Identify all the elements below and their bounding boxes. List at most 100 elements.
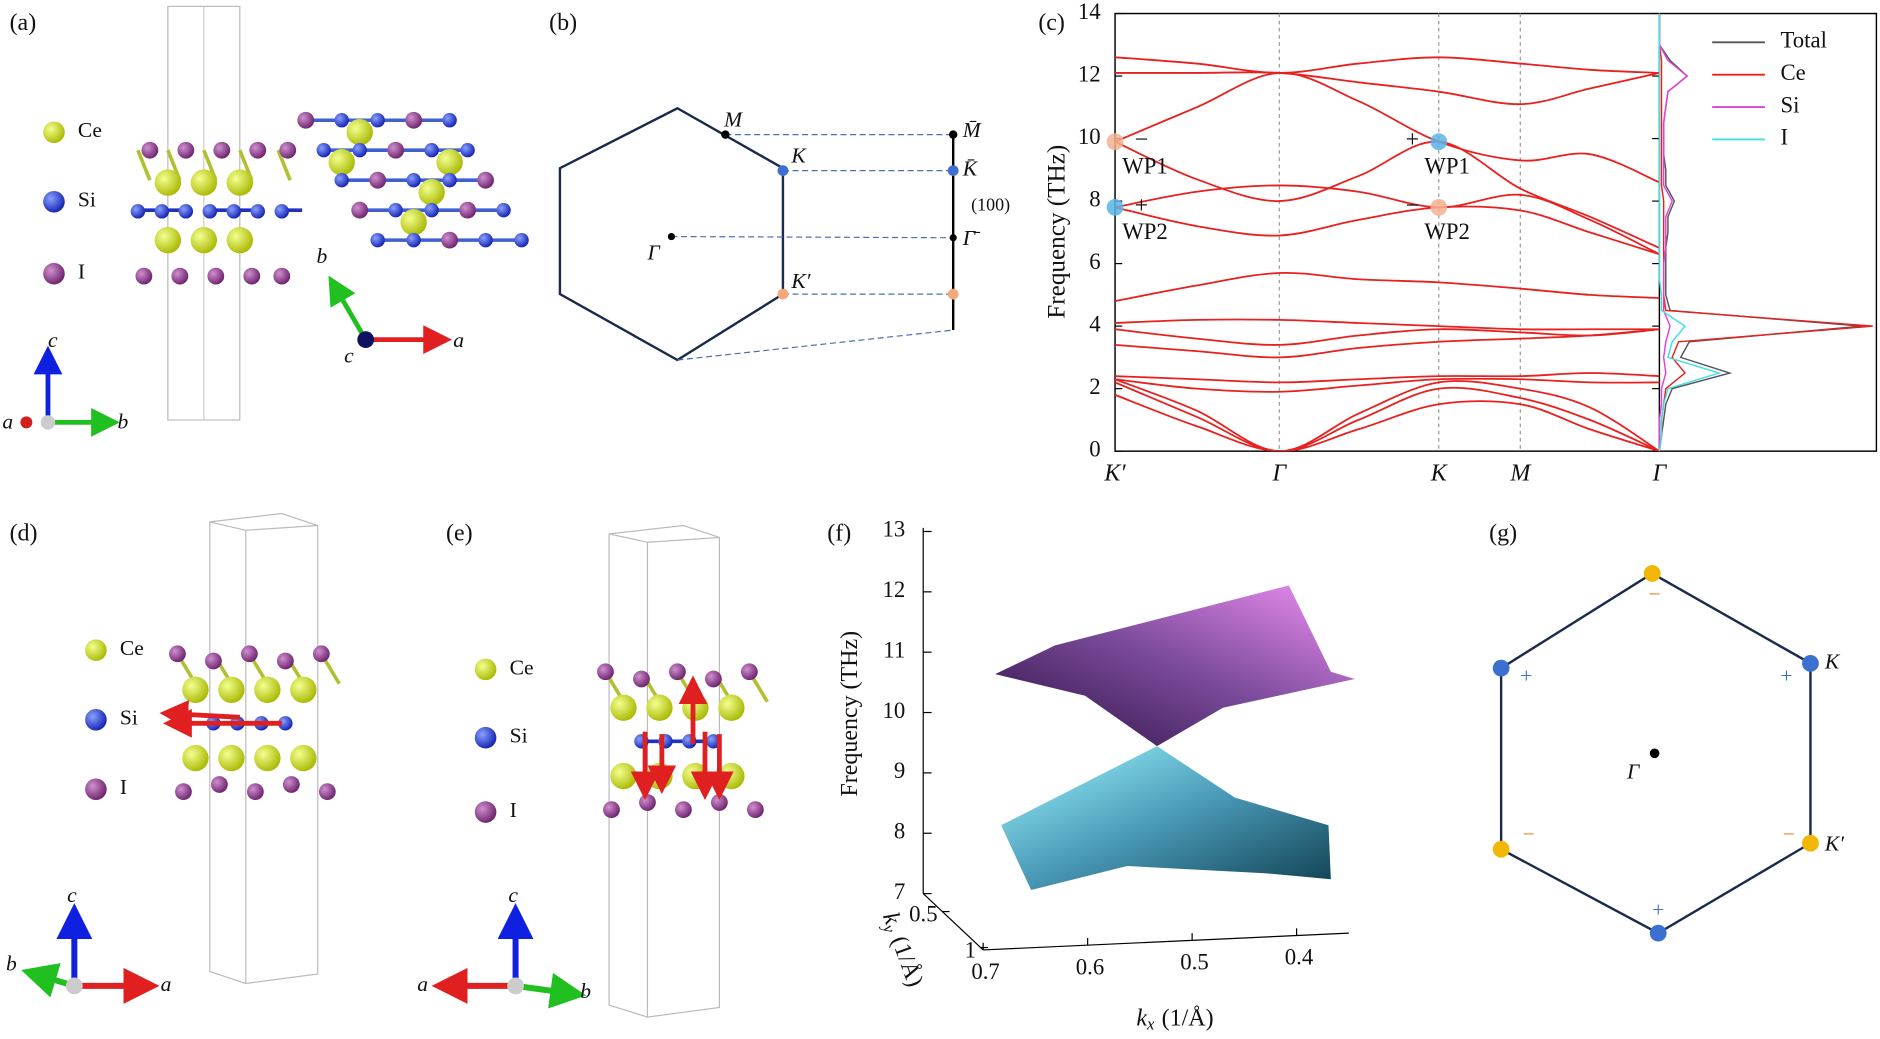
x-tick-label: 0.5: [1180, 950, 1208, 975]
y-tick-label: 0.5: [909, 902, 937, 927]
legend-label: Si: [1780, 92, 1799, 117]
panel-g: K K′ Γ − + − + − +: [1492, 565, 1844, 942]
x-tick-label: K′: [1103, 461, 1126, 487]
atom: [282, 776, 300, 793]
crystal-structure: [297, 111, 529, 249]
y-tick-label: 2: [1089, 374, 1100, 399]
weyl-label: WP1: [1122, 153, 1168, 178]
legend-label: Ce: [510, 655, 534, 679]
atom: [254, 744, 281, 772]
legend-atom: [474, 658, 497, 681]
atom: [175, 783, 192, 801]
atom: [705, 670, 722, 688]
bond: [276, 149, 292, 181]
atom: [597, 663, 614, 681]
panel-d: Ce Si I c a b: [6, 512, 341, 1004]
legend-label: Total: [1780, 28, 1826, 53]
atom: [370, 113, 385, 128]
atom: [312, 645, 330, 663]
weyl-point: [1430, 133, 1448, 151]
atom: [388, 202, 403, 218]
weyl-point: [1430, 198, 1448, 216]
atom: [718, 694, 745, 721]
legend-atom: [43, 190, 65, 213]
legend-atom: [43, 121, 65, 144]
atom: [246, 783, 264, 801]
charge-label: −: [1649, 582, 1661, 606]
bz-point: [777, 165, 789, 176]
bz-point: [667, 232, 676, 241]
atom: [202, 204, 218, 219]
x-tick-label: K: [1430, 461, 1449, 487]
point-label: Γ: [646, 240, 660, 264]
atom: [213, 141, 231, 159]
axis-label: a: [161, 972, 172, 996]
x-tick-label: Γ: [1271, 461, 1287, 487]
panel-c: K′ Γ K M Γ 0 2 4 6 8 10 12 14 Frequency (THz) Total Ce S…: [1043, 0, 1878, 487]
lower-band-surface: [1001, 746, 1331, 890]
atom: [746, 801, 764, 819]
atom: [171, 267, 189, 285]
weyl-point: [1802, 654, 1819, 672]
y-axis-label: Frequency (THz): [1043, 145, 1070, 319]
atom: [496, 202, 511, 218]
atom: [442, 113, 457, 128]
atom: [710, 794, 728, 811]
atom: [669, 663, 686, 681]
x-tick-label: Γ: [1652, 461, 1668, 487]
atom: [279, 141, 297, 159]
x-tick-label: M: [1509, 461, 1532, 487]
atom: [226, 204, 241, 219]
crystal-structure: [169, 645, 341, 801]
x-tick-label: 0.7: [971, 959, 999, 984]
bz-point: [949, 234, 957, 242]
atom: [478, 232, 493, 248]
legend-atom: [474, 801, 497, 823]
panel-label: (a): [10, 10, 37, 36]
phonon-band: [1115, 72, 1660, 184]
weyl-point: [1649, 924, 1667, 942]
crystal-structure: [130, 141, 303, 285]
point-label: K: [790, 143, 807, 167]
weyl-point: [1492, 659, 1510, 677]
atom: [207, 267, 225, 285]
legend-atom: [85, 708, 107, 731]
axis-origin: [40, 415, 56, 430]
y-tick-label: 14: [1078, 0, 1101, 24]
atom: [406, 232, 421, 248]
y-tick-label: 1: [965, 938, 976, 963]
atom: [297, 111, 315, 129]
legend-atom: [43, 262, 65, 285]
point-label: K′: [1824, 832, 1844, 856]
gamma-point: [1649, 748, 1660, 759]
legend-label: Si: [78, 188, 96, 212]
legend-label: I: [1780, 125, 1788, 150]
panel-label: (c): [1038, 10, 1065, 36]
atom: [226, 226, 253, 254]
z-tick-label: 13: [882, 517, 905, 542]
atom: [740, 663, 758, 681]
atom: [633, 670, 650, 688]
charge-label: +: [1520, 664, 1532, 688]
atom: [334, 172, 349, 188]
legend-atom: [85, 778, 107, 801]
atom: [424, 202, 439, 218]
atom: [130, 204, 146, 219]
atom: [249, 141, 267, 159]
axis-dot: [20, 416, 33, 429]
atom: [182, 676, 209, 703]
atom: [278, 716, 293, 731]
legend-label: I: [78, 260, 85, 284]
atom: [352, 143, 367, 158]
phonon-band: [1115, 271, 1660, 302]
axis-label: b: [6, 951, 17, 975]
phonon-band: [1115, 377, 1660, 393]
atom: [276, 652, 294, 670]
y-tick-label: 10: [1078, 124, 1101, 149]
atom: [603, 801, 620, 819]
plot-frame: [1114, 12, 1878, 452]
point-label: K̄: [962, 157, 979, 181]
y-tick-label: 6: [1089, 249, 1100, 274]
dos-curve: [1658, 13, 1722, 452]
weyl-label: WP1: [1424, 153, 1470, 178]
